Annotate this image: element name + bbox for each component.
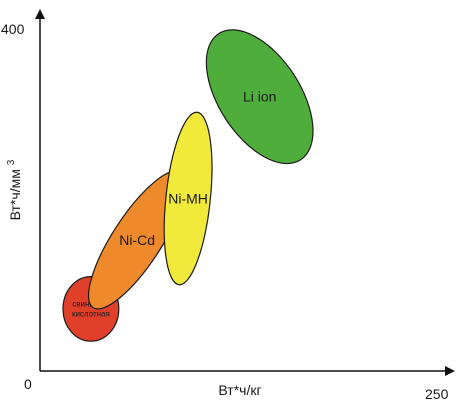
origin-label: 0	[24, 376, 32, 392]
region-label-line: Ni-MH	[168, 190, 208, 206]
y-axis-label: Вт*ч/мм	[7, 169, 23, 220]
region-label-ni-mh: Ni-MH	[168, 190, 208, 206]
region-label-line: Li ion	[243, 89, 276, 105]
region-label-ni-cd: Ni-Cd	[119, 232, 155, 248]
region-label-line: Ni-Cd	[119, 232, 155, 248]
x-tick-label-max: 250	[425, 386, 449, 402]
x-axis-label: Вт*ч/кг	[218, 382, 261, 398]
y-tick-label-max: 400	[1, 21, 25, 37]
region-li-ion	[205, 29, 314, 165]
svg-text:Вт*ч/мм 3: Вт*ч/мм 3	[6, 159, 23, 220]
region-label-line: кислотная	[72, 310, 110, 319]
y-axis-label-group: Вт*ч/мм 3	[6, 159, 23, 220]
region-label-li-ion: Li ion	[243, 89, 276, 105]
region-ni-mh	[163, 111, 213, 286]
y-axis-label-superscript: 3	[6, 159, 17, 165]
